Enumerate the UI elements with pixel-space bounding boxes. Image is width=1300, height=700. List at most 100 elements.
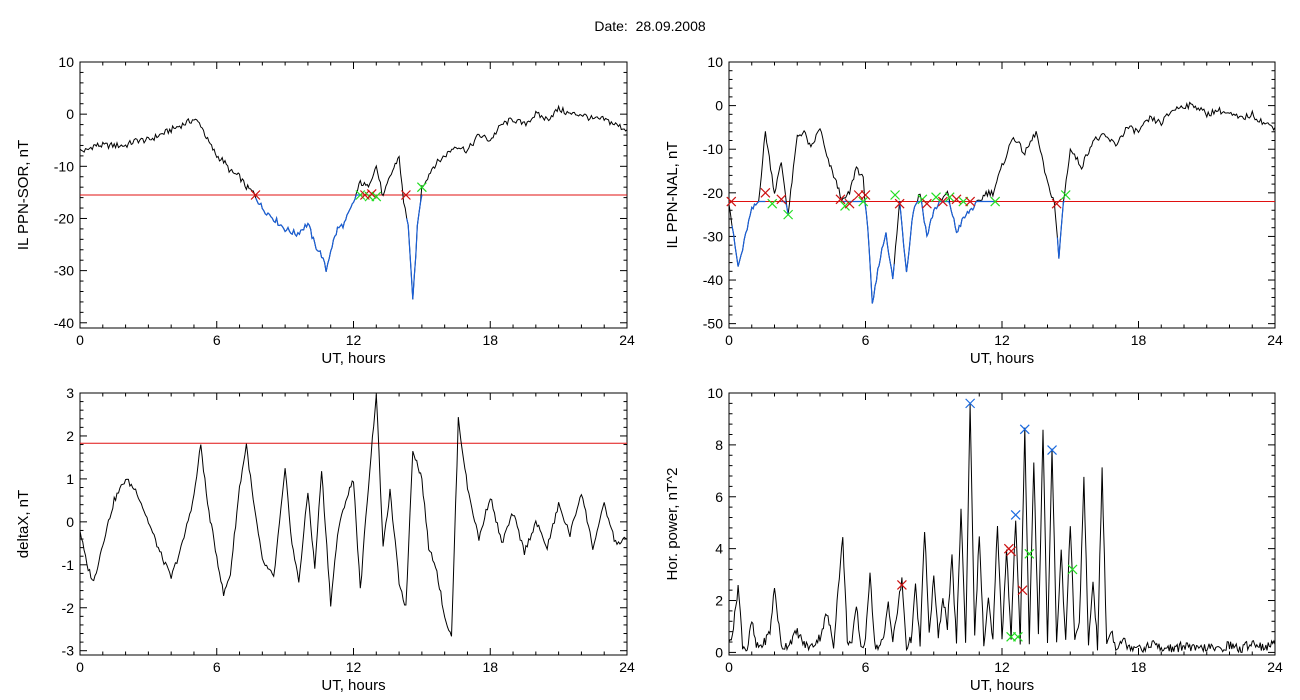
marker-stroke	[1019, 424, 1030, 435]
x-tick-label: 24	[1267, 332, 1283, 348]
y-tick-label: -40	[703, 272, 723, 288]
marker-stroke	[783, 209, 794, 220]
x-tick-label: 24	[1267, 659, 1283, 675]
y-tick-label: 10	[707, 54, 723, 70]
x-tick-label: 0	[725, 332, 733, 348]
marker-11	[860, 190, 871, 200]
y-tick-label: -1	[62, 557, 75, 573]
marker-15	[922, 198, 932, 209]
marker-10	[1024, 548, 1035, 559]
y-tick-label: -50	[703, 316, 723, 332]
y-tick-label: 4	[715, 541, 723, 557]
marker-stroke	[937, 196, 948, 207]
panel-3: 0 6 12 18 24 3 2 1 0 -1 -2 -3 UT, hours deltaX, nT	[15, 385, 635, 694]
marker-stroke	[1051, 198, 1062, 209]
marker-7	[1013, 631, 1023, 642]
marker-stroke	[359, 190, 370, 200]
marker-11	[1047, 445, 1057, 455]
marker-12	[1067, 564, 1078, 575]
marker-21	[965, 196, 976, 207]
x-tick-label: 6	[862, 332, 870, 348]
marker-stroke	[1067, 564, 1078, 575]
y-tick-label: -20	[54, 210, 74, 226]
x-tick-label: 6	[213, 332, 221, 348]
marker-stroke	[894, 198, 905, 209]
marker-stroke	[1006, 546, 1017, 557]
y-tick-label: 2	[715, 593, 723, 609]
marker-6	[1010, 509, 1021, 520]
y-tick-label: 0	[715, 98, 723, 114]
y-tick-label: 2	[66, 428, 74, 444]
plot-frame	[79, 392, 628, 656]
marker-stroke	[1013, 631, 1023, 642]
highlight-segment-1	[731, 200, 766, 267]
date-value: 28.09.2008	[635, 18, 706, 34]
marker-12	[890, 190, 900, 200]
y-tick-label: 10	[58, 54, 74, 70]
x-tick-label: 0	[76, 332, 84, 348]
y-tick-label: 10	[707, 385, 723, 401]
marker-stroke	[858, 196, 869, 207]
y-axis-label: IL PPN-SOR, nT	[15, 140, 32, 250]
x-axis-label: UT, hours	[970, 350, 1034, 367]
marker-stroke	[990, 196, 1001, 207]
x-tick-label: 18	[1131, 659, 1147, 675]
highlight-segment-1	[255, 194, 361, 272]
marker-1	[250, 190, 261, 200]
marker-13	[894, 198, 905, 209]
x-tick-label: 12	[346, 659, 362, 675]
marker-22	[990, 196, 1001, 207]
series-line	[729, 404, 1275, 654]
marker-8	[416, 182, 427, 193]
highlight-segment-4	[899, 200, 995, 273]
series-line	[80, 394, 627, 637]
y-tick-label: 0	[66, 514, 74, 530]
marker-5	[366, 189, 377, 199]
marker-stroke	[965, 196, 976, 207]
x-tick-label: 18	[482, 332, 498, 348]
marker-stroke	[890, 190, 900, 200]
y-tick-label: 6	[715, 489, 723, 505]
marker-16	[931, 192, 941, 203]
marker-6	[835, 194, 846, 205]
x-axis-label: UT, hours	[321, 350, 385, 367]
x-axis-label: UT, hours	[321, 677, 385, 694]
highlight-segment-2	[781, 200, 789, 215]
marker-stroke	[965, 398, 976, 409]
marker-stroke	[1024, 548, 1035, 559]
marker-stroke	[835, 194, 846, 205]
marker-2	[760, 187, 771, 198]
y-tick-label: -2	[62, 600, 75, 616]
marker-stroke	[371, 191, 382, 202]
x-tick-label: 12	[346, 332, 362, 348]
x-tick-label: 12	[994, 659, 1010, 675]
y-tick-label: 0	[715, 644, 723, 660]
x-tick-label: 6	[213, 659, 221, 675]
y-tick-label: 3	[66, 385, 74, 401]
x-tick-label: 24	[619, 332, 635, 348]
panel-4: 0 6 12 18 24 10 8 6 4 2 0 UT, hours Hor. power, nT^2	[664, 385, 1283, 694]
marker-stroke	[416, 182, 427, 193]
marker-19	[951, 194, 962, 205]
panel-2: 0 6 12 18 24 10 0 -10 -20 -30 -40 -50 UT, hours IL PP…	[664, 54, 1283, 367]
marker-stroke	[355, 190, 366, 200]
marker-stroke	[896, 580, 907, 590]
marker-3	[767, 198, 778, 209]
marker-10	[858, 196, 869, 207]
x-tick-label: 0	[725, 659, 733, 675]
plot-frame	[728, 61, 1276, 329]
y-tick-label: 1	[66, 471, 74, 487]
marker-6	[371, 191, 382, 202]
x-axis-label: UT, hours	[970, 677, 1034, 694]
marker-2	[355, 190, 366, 200]
x-tick-label: 0	[76, 659, 84, 675]
y-axis-label: deltaX, nT	[15, 490, 32, 558]
y-axis-label: Hor. power, nT^2	[664, 468, 681, 581]
marker-stroke	[1060, 190, 1071, 200]
marker-stroke	[860, 190, 871, 200]
highlight-segment-5	[1056, 200, 1065, 259]
y-tick-label: -3	[62, 643, 75, 659]
marker-stroke	[1047, 445, 1057, 455]
marker-7	[400, 190, 411, 200]
